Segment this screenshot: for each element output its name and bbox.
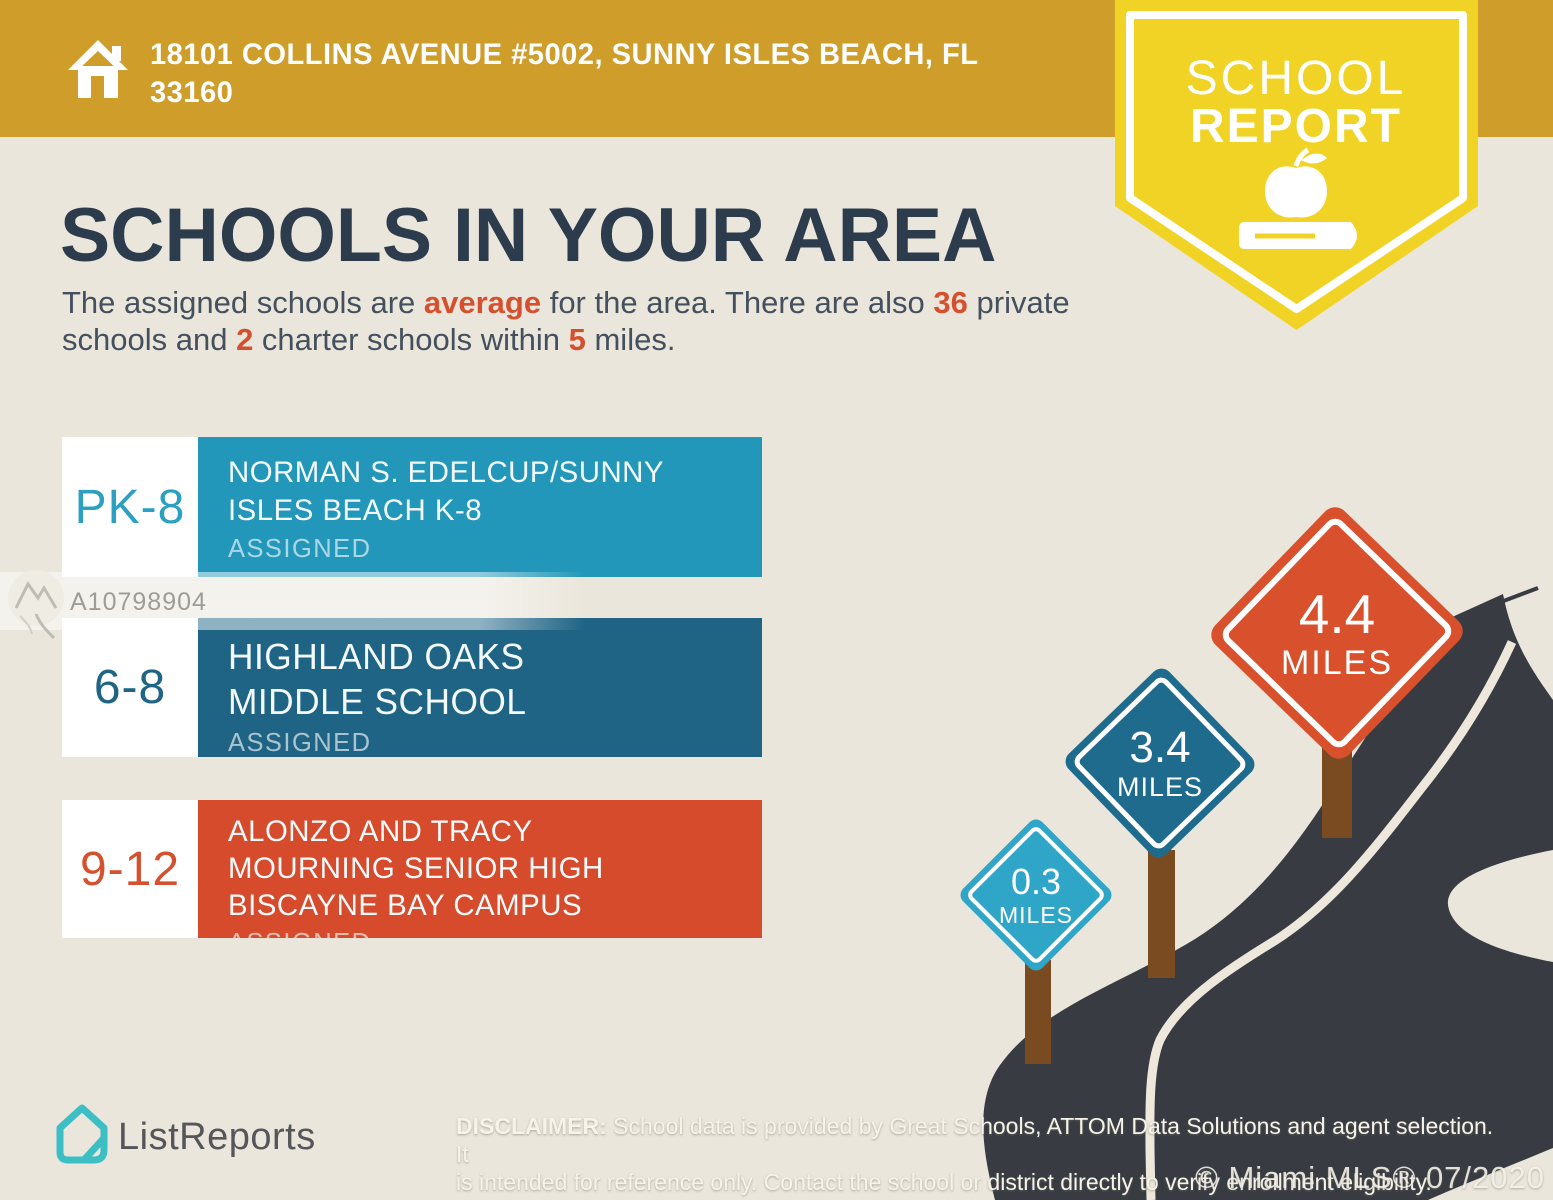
- subtitle-highlight-private-count: 36: [933, 285, 968, 320]
- school-bar: HIGHLAND OAKS MIDDLE SCHOOL ASSIGNED: [198, 618, 762, 757]
- school-status: ASSIGNED: [228, 927, 751, 938]
- distance-sign-near: 0.3 MILES: [956, 815, 1116, 975]
- address-line-2: 33160: [150, 76, 234, 109]
- page-title: SCHOOLS IN YOUR AREA: [60, 193, 997, 278]
- school-name: HIGHLAND OAKS MIDDLE SCHOOL: [228, 634, 751, 724]
- school-name-line: BISCAYNE BAY CAMPUS: [228, 889, 583, 922]
- distance-unit: MILES: [1280, 644, 1394, 682]
- grade-range-label: PK-8: [62, 437, 198, 577]
- road-lane-line: [1145, 640, 1517, 1200]
- school-name-line: MOURNING SENIOR HIGH: [228, 852, 604, 885]
- mls-watermark-logo: [8, 570, 64, 640]
- distance-unit: MILES: [1116, 772, 1204, 802]
- sign-post-near: [1025, 960, 1051, 1064]
- sign-text: 4.4 MILES: [1244, 540, 1430, 726]
- subtitle-segment: for the area. There are also: [541, 285, 934, 320]
- address-line-1: 18101 COLLINS AVENUE #5002, SUNNY ISLES …: [150, 38, 979, 71]
- subtitle-segment: charter schools within: [253, 322, 569, 357]
- listreports-brand-text: ListReports: [118, 1116, 316, 1158]
- school-bar: NORMAN S. EDELCUP/SUNNY ISLES BEACH K-8 …: [198, 437, 762, 577]
- disclaimer-text: DISCLAIMER: School data is provided by G…: [456, 1112, 1496, 1196]
- sign-text: 0.3 MILES: [980, 839, 1092, 951]
- distance-sign-far: 4.4 MILES: [1205, 501, 1469, 765]
- school-name-line: NORMAN S. EDELCUP/SUNNY: [228, 456, 665, 489]
- school-name-line: ISLES BEACH K-8: [228, 494, 483, 527]
- badge-title-line2: REPORT: [1190, 100, 1402, 153]
- school-report-badge: SCHOOL REPORT: [1115, 0, 1478, 330]
- road-asphalt: [983, 594, 1553, 1200]
- school-name: NORMAN S. EDELCUP/SUNNY ISLES BEACH K-8: [228, 454, 751, 530]
- school-name-line: ALONZO AND TRACY: [228, 815, 533, 848]
- disclaimer-label: DISCLAIMER:: [456, 1113, 607, 1139]
- subtitle: The assigned schools are average for the…: [62, 284, 1072, 358]
- distance-value: 0.3: [1010, 861, 1062, 902]
- grade-range-label: 9-12: [62, 800, 198, 938]
- school-name-line: MIDDLE SCHOOL: [228, 681, 527, 722]
- badge-title-line1: SCHOOL: [1186, 52, 1407, 105]
- distance-sign-mid: 3.4 MILES: [1061, 664, 1259, 862]
- school-name: ALONZO AND TRACY MOURNING SENIOR HIGH BI…: [228, 813, 751, 924]
- property-address: 18101 COLLINS AVENUE #5002, SUNNY ISLES …: [150, 36, 979, 112]
- school-row-middle: 6-8 HIGHLAND OAKS MIDDLE SCHOOL ASSIGNED: [62, 618, 762, 757]
- subtitle-segment: The assigned schools are: [62, 285, 424, 320]
- subtitle-highlight-radius: 5: [568, 322, 586, 357]
- sign-post-mid: [1148, 850, 1175, 978]
- subtitle-segment: private schools and: [62, 285, 1070, 357]
- school-row-high: 9-12 ALONZO AND TRACY MOURNING SENIOR HI…: [62, 800, 762, 938]
- watermark-strip: [0, 572, 585, 630]
- school-name-line: HIGHLAND OAKS: [228, 636, 525, 677]
- school-row-elementary: PK-8 NORMAN S. EDELCUP/SUNNY ISLES BEACH…: [62, 437, 762, 577]
- home-icon: [68, 40, 128, 98]
- sign-text: 3.4 MILES: [1090, 693, 1230, 833]
- disclaimer-line-2: is intended for reference only. Contact …: [456, 1169, 1432, 1195]
- school-status: ASSIGNED: [228, 727, 372, 757]
- distance-value: 3.4: [1129, 723, 1191, 772]
- distance-unit: MILES: [998, 902, 1074, 928]
- badge-inner-border: [1126, 11, 1467, 313]
- apple-on-book-icon: [1239, 147, 1357, 249]
- subtitle-highlight-average: average: [423, 285, 542, 320]
- distance-value: 4.4: [1298, 583, 1376, 645]
- mls-copyright: © Miami MLS® 07/2020: [1195, 1160, 1545, 1195]
- subtitle-segment: miles.: [585, 322, 676, 357]
- school-bar: ALONZO AND TRACY MOURNING SENIOR HIGH BI…: [198, 800, 762, 938]
- school-status: ASSIGNED: [228, 533, 372, 563]
- grade-range-label: 6-8: [62, 618, 198, 757]
- disclaimer-rest: School data is provided by Great Schools…: [456, 1113, 1494, 1167]
- mls-watermark-id: A10798904: [70, 588, 207, 616]
- subtitle-highlight-charter-count: 2: [236, 322, 254, 357]
- disclaimer-line-1: DISCLAIMER: School data is provided by G…: [456, 1112, 1496, 1168]
- listreports-logo-icon: [56, 1104, 108, 1164]
